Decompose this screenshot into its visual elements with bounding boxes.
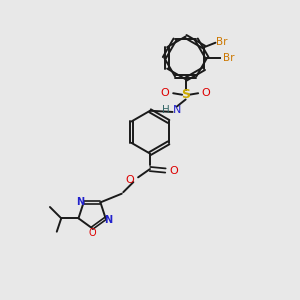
Text: O: O <box>88 228 96 238</box>
Text: N: N <box>76 197 85 207</box>
Text: O: O <box>125 175 134 185</box>
Text: N: N <box>104 214 112 224</box>
Text: S: S <box>181 88 190 101</box>
Text: O: O <box>169 166 178 176</box>
Text: H: H <box>163 105 170 115</box>
Text: O: O <box>202 88 211 98</box>
Text: Br: Br <box>216 37 228 47</box>
Text: N: N <box>172 105 181 115</box>
Text: Br: Br <box>224 53 235 63</box>
Text: O: O <box>161 88 170 98</box>
